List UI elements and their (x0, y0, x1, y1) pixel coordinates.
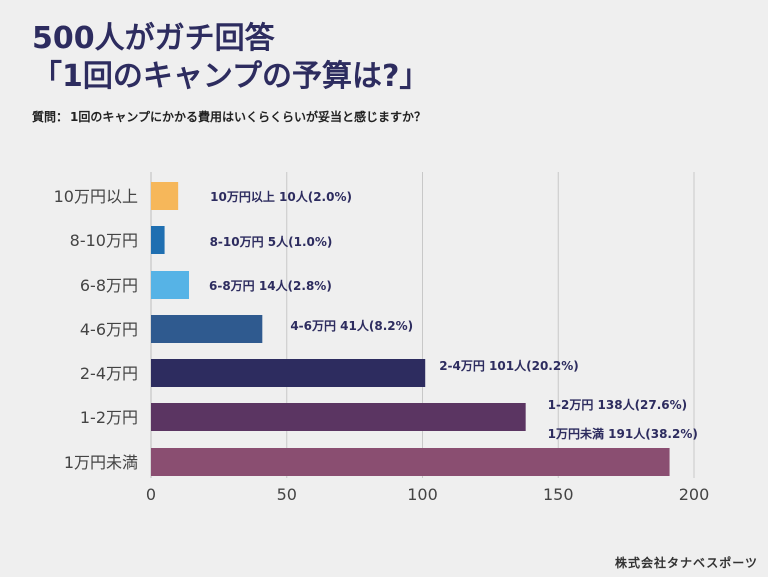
bar-3 (151, 315, 263, 343)
bar-6 (151, 448, 670, 476)
bar-5 (151, 403, 526, 431)
category-label-6: 1万円未満 (64, 453, 138, 472)
data-label-0: 10万円以上 10人(2.0%) (210, 189, 352, 204)
x-tick-label-200: 200 (679, 485, 710, 504)
page-title: 500人がガチ回答 「1回のキャンプの予算は?」 (32, 20, 429, 96)
category-label-5: 1-2万円 (80, 408, 138, 427)
bar-0 (151, 182, 179, 210)
data-label-4: 2-4万円 101人(20.2%) (439, 358, 579, 373)
data-label-6: 1万円未満 191人(38.2%) (548, 426, 698, 441)
category-label-1: 8-10万円 (70, 231, 138, 250)
x-tick-label-100: 100 (407, 485, 438, 504)
question-text: 1回のキャンプにかかる費用はいくらくらいが妥当と感じますか？ (70, 110, 427, 124)
data-label-1: 8-10万円 5人(1.0%) (210, 234, 333, 249)
bar-4 (151, 359, 426, 387)
category-label-2: 6-8万円 (80, 276, 138, 295)
title-line-2: 「1回のキャンプの予算は?」 (32, 59, 430, 94)
data-label-3: 4-6万円 41人(8.2%) (290, 318, 413, 333)
x-tick-label-150: 150 (543, 485, 574, 504)
company-credit: 株式会社タナベスポーツ (614, 556, 758, 570)
title-line-1: 500人がガチ回答 (32, 21, 275, 56)
category-label-0: 10万円以上 (54, 187, 138, 206)
question-prefix: 質問： (32, 110, 69, 124)
data-label-5: 1-2万円 138人(27.6%) (548, 397, 688, 412)
survey-question: 質問： 1回のキャンプにかかる費用はいくらくらいが妥当と感じますか？ (32, 108, 426, 125)
bar-2 (151, 271, 190, 299)
category-label-4: 2-4万円 (80, 364, 138, 383)
x-tick-label-0: 0 (146, 485, 156, 504)
data-label-2: 6-8万円 14人(2.8%) (209, 278, 332, 293)
x-tick-label-50: 50 (277, 485, 297, 504)
bar-1 (151, 226, 165, 254)
category-label-3: 4-6万円 (80, 320, 138, 339)
